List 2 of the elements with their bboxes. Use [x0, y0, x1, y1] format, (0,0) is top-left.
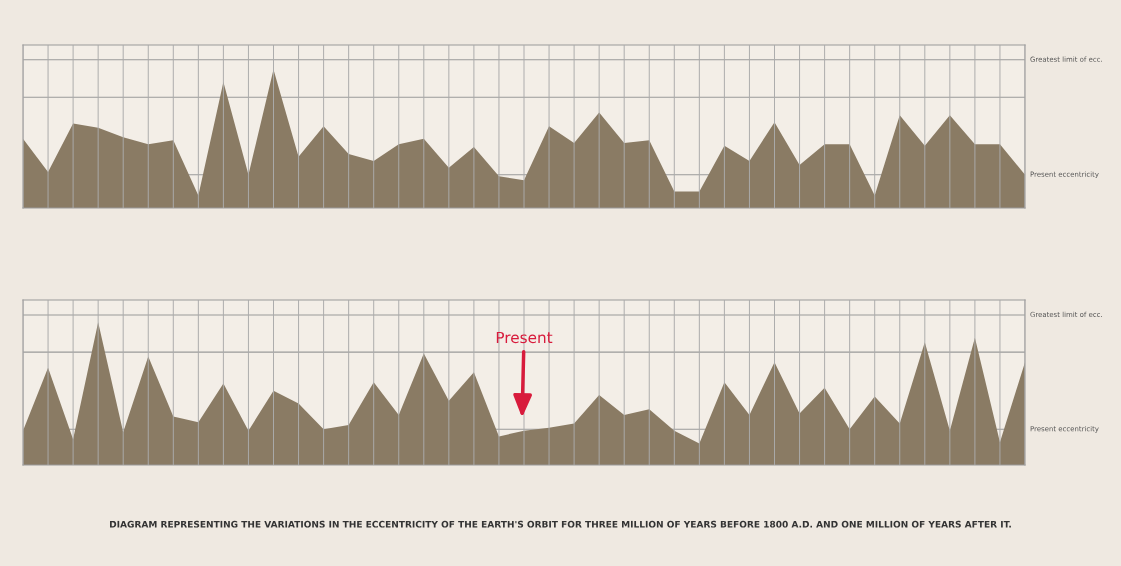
annotation: Present [496, 331, 553, 344]
text: DIAGRAM REPRESENTING THE VARIATIONS IN THE ECCENTRICITY OF THE EARTH'S ORBIT FOR THREE MILLION OF YEARS BEFORE 1800 A.D. AND ONE MILLION OF YEARS AFTER IT. [110, 520, 1011, 528]
